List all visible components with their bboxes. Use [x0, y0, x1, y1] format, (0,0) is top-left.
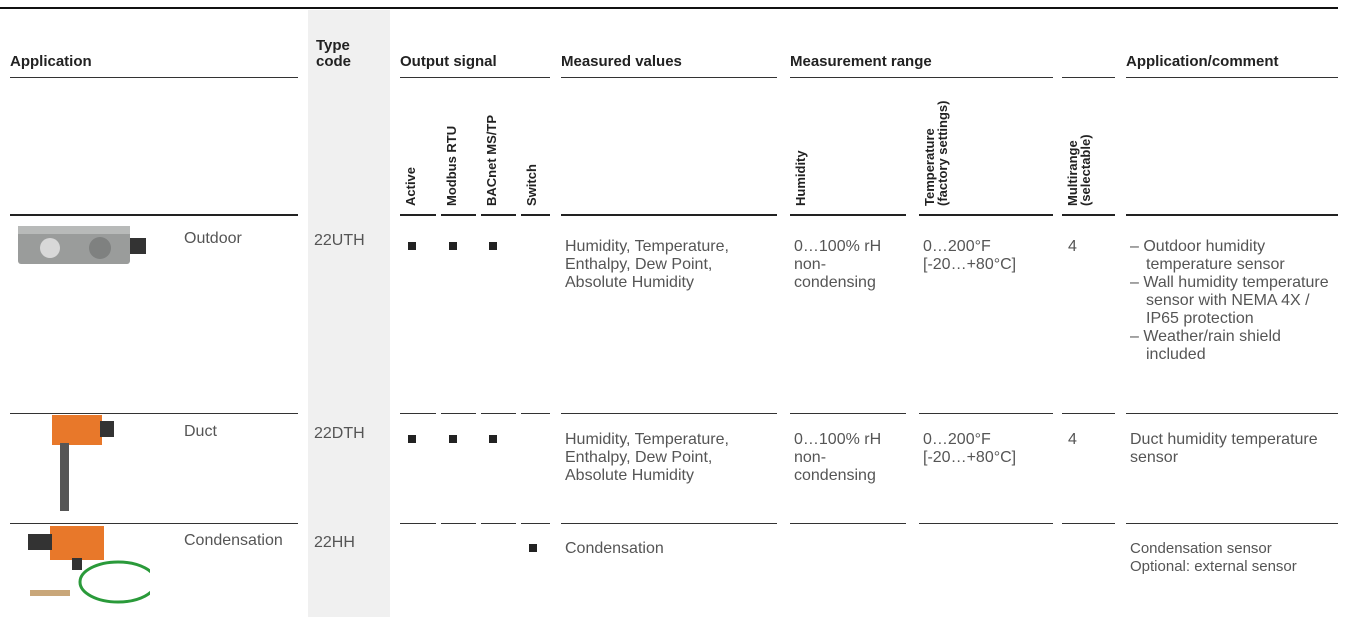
comment-line: – Weather/rain shield included	[1130, 328, 1281, 363]
header-output-signal: Output signal	[400, 53, 497, 70]
comment-line: – Wall humidity temperature sensor with …	[1130, 274, 1329, 327]
comment-line: Duct humidity temperature sensor	[1130, 431, 1318, 466]
header-rule	[521, 214, 550, 216]
multirange: 4	[1068, 238, 1077, 255]
type-code: 22UTH	[314, 232, 365, 249]
group-rule	[561, 77, 777, 78]
row-rule	[521, 523, 550, 524]
row-rule	[10, 413, 298, 414]
product-image	[10, 522, 158, 617]
comment-line: – Outdoor humidity temperature sensor	[1130, 238, 1285, 273]
row-rule	[919, 413, 1053, 414]
header-rule	[1126, 214, 1338, 216]
row-rule	[1126, 523, 1338, 524]
comment: Duct humidity temperature sensor	[1130, 431, 1335, 467]
comment-line: Condensation sensor	[1130, 540, 1272, 557]
column-subheader: Switch	[524, 164, 539, 206]
type-code-column	[308, 10, 390, 617]
row-rule	[790, 523, 906, 524]
group-rule	[400, 77, 550, 78]
row-rule	[1062, 413, 1115, 414]
column-subheader: Modbus RTU	[444, 125, 459, 206]
type-code: 22HH	[314, 534, 355, 551]
signal-marker	[489, 435, 497, 443]
group-rule	[10, 77, 298, 78]
column-subheader: Humidity	[793, 150, 808, 206]
header-measured-values: Measured values	[561, 53, 682, 70]
signal-marker	[408, 242, 416, 250]
signal-marker	[489, 242, 497, 250]
header-type-code: Type code	[316, 37, 352, 70]
header-rule	[790, 214, 906, 216]
signal-marker	[529, 544, 537, 552]
row-rule	[561, 523, 777, 524]
product-image	[10, 220, 150, 275]
header-rule	[1062, 214, 1115, 216]
multirange: 4	[1068, 431, 1077, 448]
row-rule	[561, 413, 777, 414]
group-rule	[1062, 77, 1115, 78]
measured-values: Humidity, Temperature, Enthalpy, Dew Poi…	[565, 431, 729, 484]
column-subheader: Multirange (selectable)	[1065, 134, 1093, 206]
row-rule	[481, 523, 516, 524]
temperature-range: 0…200°F [-20…+80°C]	[923, 238, 1017, 273]
humidity-range: 0…100% rH non-condensing	[794, 431, 882, 484]
temperature-range: 0…200°F [-20…+80°C]	[923, 431, 1017, 466]
signal-marker	[449, 242, 457, 250]
comment-line: Optional: external sensor	[1130, 558, 1297, 575]
header-application: Application	[10, 53, 92, 70]
application-name: Outdoor	[184, 230, 242, 247]
column-subheader: BACnet MS/TP	[484, 115, 499, 206]
row-rule	[1062, 523, 1115, 524]
column-subheader: Temperature (factory settings)	[922, 100, 950, 206]
header-rule	[441, 214, 476, 216]
row-rule	[1126, 413, 1338, 414]
measured-values: Humidity, Temperature, Enthalpy, Dew Poi…	[565, 238, 729, 291]
row-rule	[400, 413, 436, 414]
signal-marker	[449, 435, 457, 443]
row-rule	[10, 523, 298, 524]
row-rule	[441, 523, 476, 524]
row-rule	[521, 413, 550, 414]
header-rule	[481, 214, 516, 216]
group-rule	[790, 77, 1053, 78]
type-code: 22DTH	[314, 425, 365, 442]
header-measurement-range: Measurement range	[790, 53, 932, 70]
header-rule	[400, 214, 436, 216]
header-comment: Application/comment	[1126, 53, 1279, 70]
application-name: Duct	[184, 423, 217, 440]
header-rule	[10, 214, 298, 216]
product-image	[10, 413, 150, 518]
column-subheader: Active	[403, 166, 418, 206]
comment: – Outdoor humidity temperature sensor – W…	[1130, 238, 1335, 364]
application-name: Condensation	[184, 532, 283, 549]
header-rule	[561, 214, 777, 216]
top-rule	[0, 7, 1338, 9]
row-rule	[481, 413, 516, 414]
signal-marker	[408, 435, 416, 443]
row-rule	[919, 523, 1053, 524]
comment: Condensation sensor Optional: external se…	[1130, 540, 1335, 576]
row-rule	[400, 523, 436, 524]
group-rule	[1126, 77, 1338, 78]
header-rule	[919, 214, 1053, 216]
humidity-range: 0…100% rH non-condensing	[794, 238, 882, 291]
measured-values: Condensation	[565, 540, 664, 557]
row-rule	[441, 413, 476, 414]
row-rule	[790, 413, 906, 414]
